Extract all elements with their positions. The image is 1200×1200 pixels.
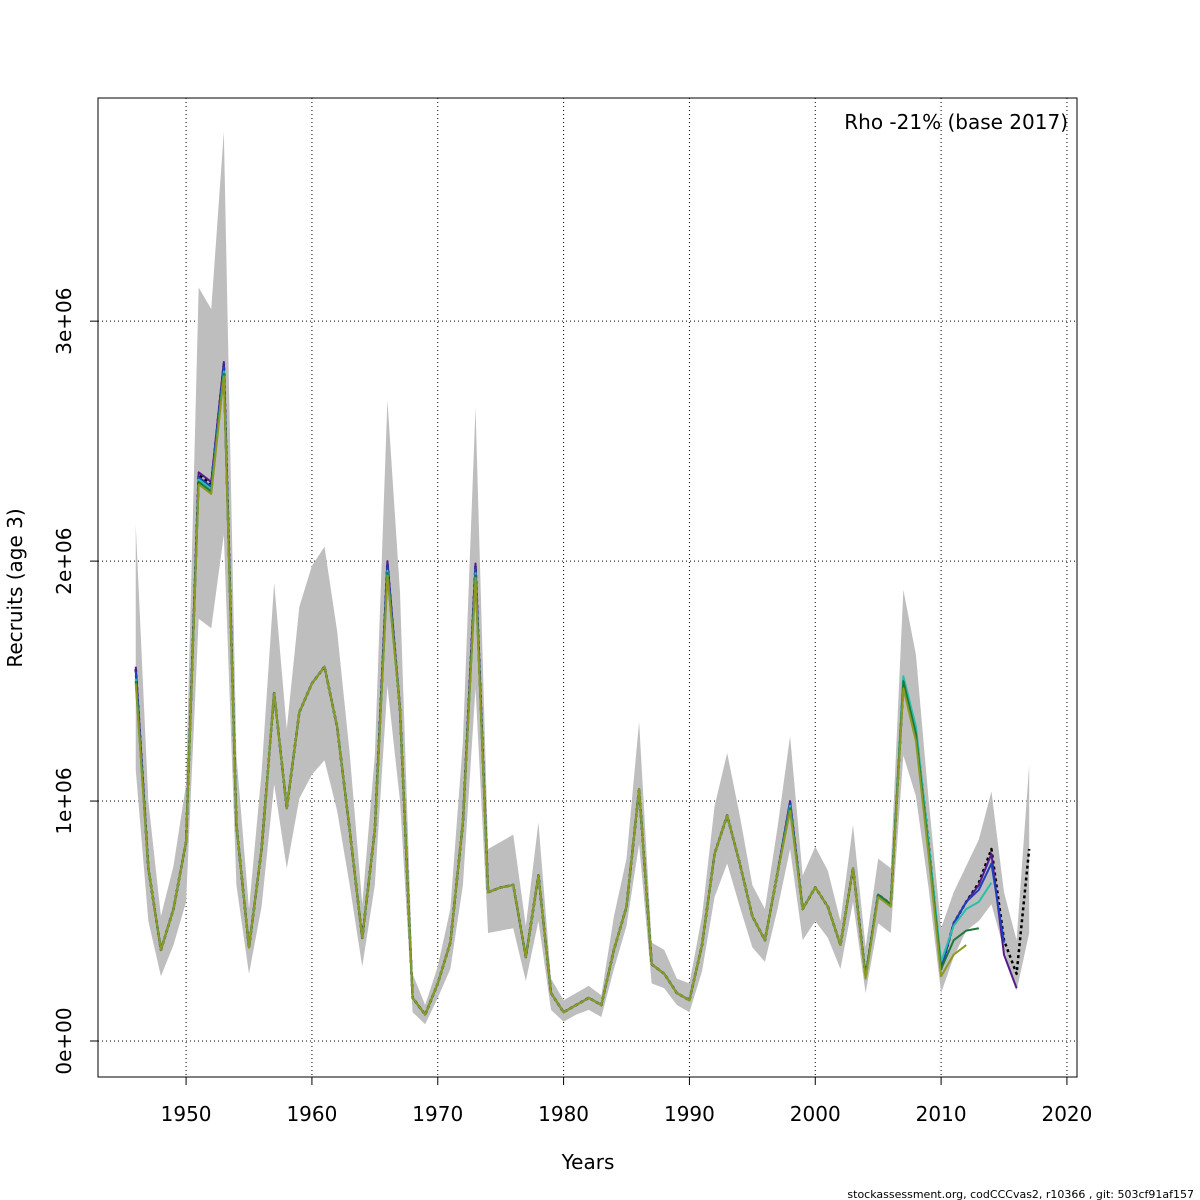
x-tick-label: 1970: [412, 1102, 463, 1126]
footer-source: stockassessment.org, codCCCvas2, r10366 …: [847, 1188, 1194, 1200]
x-tick-label: 1990: [664, 1102, 715, 1126]
x-axis-title: Years: [561, 1150, 615, 1174]
x-tick-label: 2010: [916, 1102, 967, 1126]
confidence-band: [135, 131, 1030, 1025]
series-lines: [134, 360, 1031, 1016]
y-tick-label: 1e+06: [52, 767, 76, 834]
confidence-band-area: [135, 131, 1030, 1025]
x-tick-label: 1960: [286, 1102, 337, 1126]
x-tick-label: 1950: [161, 1102, 212, 1126]
y-axis: 0e+00 1e+06 2e+06 3e+06: [52, 288, 99, 1075]
x-tick-label: 2020: [1041, 1102, 1092, 1126]
x-tick-label: 2000: [790, 1102, 841, 1126]
y-tick-label: 0e+00: [52, 1007, 76, 1074]
x-axis: 1950 1960 1970 1980 1990 2000 2010 2020: [161, 1076, 1092, 1126]
y-axis-title: Recruits (age 3): [3, 508, 27, 667]
series-line-5: [134, 375, 967, 1016]
y-tick-label: 3e+06: [52, 288, 76, 355]
annotation-rho: Rho -21% (base 2017): [844, 110, 1068, 134]
x-tick-label: 1980: [538, 1102, 589, 1126]
y-tick-label: 2e+06: [52, 527, 76, 594]
